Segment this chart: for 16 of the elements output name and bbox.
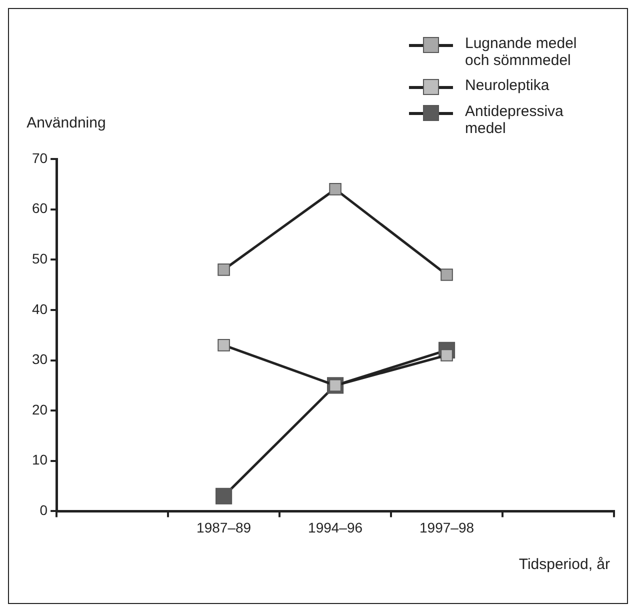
legend-label: Neuroleptika xyxy=(465,77,550,94)
y-tick-label: 30 xyxy=(32,351,48,368)
legend-label: Lugnande medel och sömnmedel xyxy=(465,35,578,69)
y-tick-label: 0 xyxy=(40,502,48,518)
y-tick-label: 50 xyxy=(32,250,48,266)
y-tick-label: 10 xyxy=(32,452,48,468)
legend-label: Antidepressiva medel xyxy=(465,103,564,137)
x-axis-title: Tidsperiod, år xyxy=(518,556,610,573)
y-tick-label: 40 xyxy=(32,300,48,317)
y-tick-label: 20 xyxy=(32,401,48,418)
y-tick-label: 60 xyxy=(32,200,48,216)
x-tick-label: 1997–98 xyxy=(420,519,474,536)
x-tick-label: 1994–96 xyxy=(308,519,363,536)
y-tick-label: 70 xyxy=(32,150,48,166)
y-axis-title: Användning xyxy=(26,114,106,132)
x-tick-label: 1987–89 xyxy=(196,519,252,536)
